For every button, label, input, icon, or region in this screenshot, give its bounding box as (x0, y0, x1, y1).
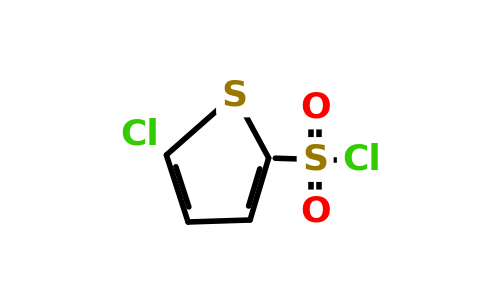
Text: Cl: Cl (342, 142, 381, 176)
Text: Cl: Cl (120, 117, 159, 151)
Text: O: O (300, 195, 331, 229)
Text: S: S (222, 78, 248, 112)
Text: O: O (300, 90, 331, 124)
Text: S: S (302, 142, 328, 176)
